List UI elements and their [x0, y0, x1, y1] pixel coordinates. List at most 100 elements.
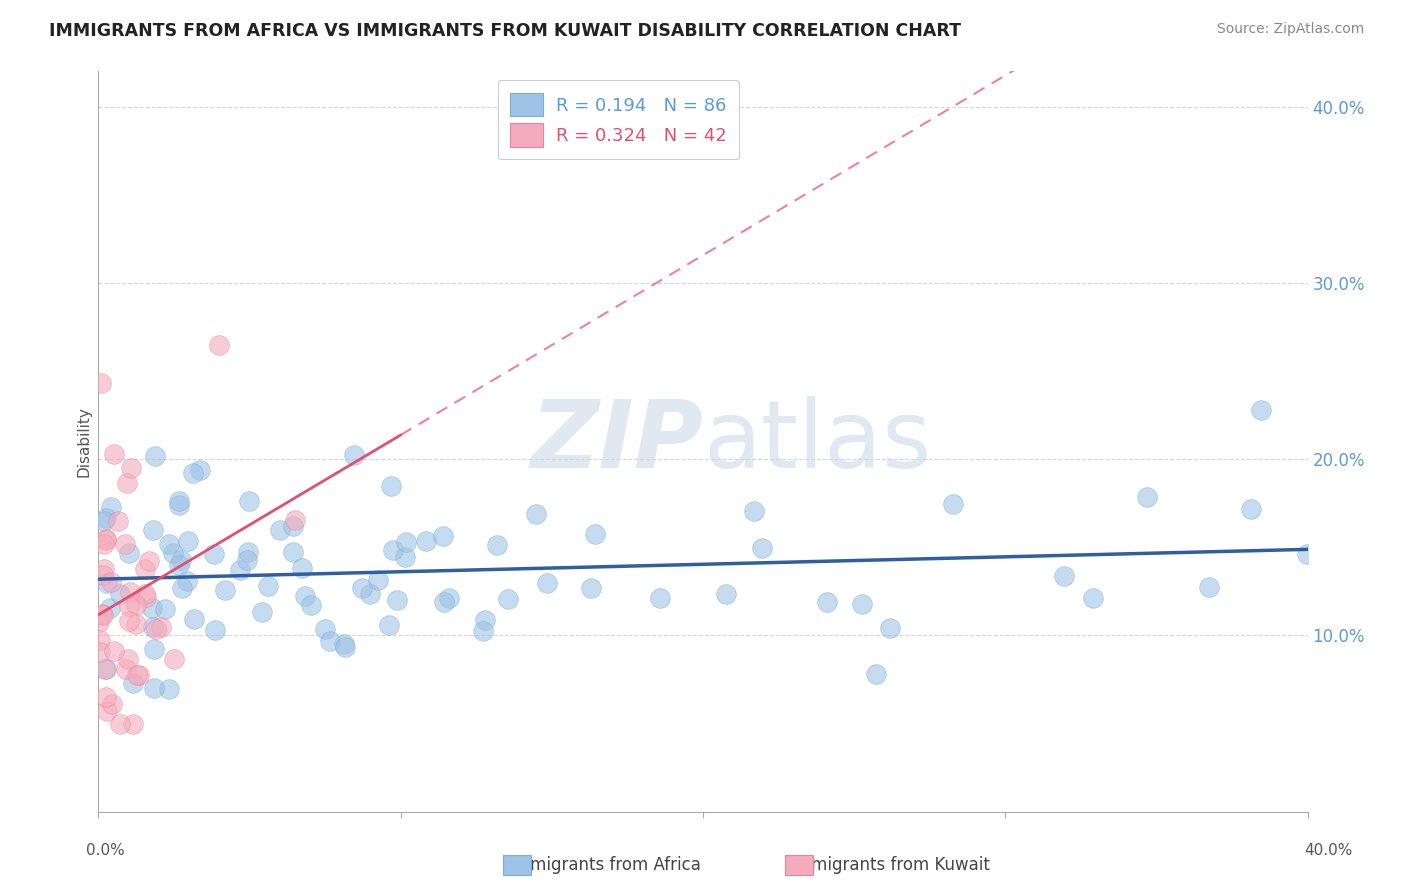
Text: 0.0%: 0.0% [86, 843, 125, 858]
Point [472, 624, 495, 638]
Point [299, 598, 322, 612]
Point [879, 621, 901, 635]
Point [395, 535, 418, 549]
Point [650, 591, 672, 605]
Point [714, 587, 737, 601]
Point [167, 494, 190, 508]
Point [236, 544, 259, 558]
Point [142, 523, 165, 537]
Point [183, 611, 205, 625]
Point [89, 633, 111, 648]
Y-axis label: Disability: Disability [76, 406, 91, 477]
Point [238, 494, 260, 508]
Point [579, 582, 602, 596]
Point [93, 537, 115, 551]
Point [157, 537, 180, 551]
Point [134, 586, 156, 600]
Point [94, 533, 117, 547]
Point [250, 605, 273, 619]
Point [177, 533, 200, 548]
Text: 40.0%: 40.0% [1305, 843, 1353, 858]
Point [1250, 403, 1272, 417]
Point [125, 598, 148, 612]
Point [125, 667, 148, 681]
Point [380, 479, 402, 493]
Point [134, 561, 156, 575]
Point [91, 568, 114, 582]
Point [294, 589, 316, 603]
Point [145, 622, 167, 636]
Point [851, 597, 873, 611]
Point [536, 576, 558, 591]
Point [394, 550, 416, 565]
Point [117, 475, 139, 490]
Point [942, 497, 965, 511]
Text: IMMIGRANTS FROM AFRICA VS IMMIGRANTS FROM KUWAIT DISABILITY CORRELATION CHART: IMMIGRANTS FROM AFRICA VS IMMIGRANTS FRO… [49, 22, 962, 40]
Point [1240, 501, 1263, 516]
Point [433, 595, 456, 609]
Point [89, 615, 111, 630]
Point [100, 574, 122, 589]
Point [382, 542, 405, 557]
Point [91, 607, 114, 622]
Point [89, 644, 111, 658]
Point [122, 676, 145, 690]
Point [291, 561, 314, 575]
Point [359, 587, 381, 601]
Point [170, 552, 193, 566]
Point [141, 601, 163, 615]
Point [142, 620, 165, 634]
Point [343, 448, 366, 462]
Point [208, 337, 231, 351]
Point [108, 587, 131, 601]
Point [367, 573, 389, 587]
Point [117, 651, 139, 665]
Point [143, 681, 166, 696]
Point [143, 449, 166, 463]
Point [1295, 548, 1317, 562]
Point [485, 538, 508, 552]
Point [114, 537, 136, 551]
Text: Immigrants from Kuwait: Immigrants from Kuwait [790, 856, 990, 874]
Legend: R = 0.194   N = 86, R = 0.324   N = 42: R = 0.194 N = 86, R = 0.324 N = 42 [498, 80, 740, 160]
Point [202, 547, 225, 561]
Point [751, 541, 773, 555]
Point [333, 640, 356, 654]
Point [153, 601, 176, 615]
Point [415, 534, 437, 549]
Point [120, 585, 142, 599]
Point [135, 590, 157, 604]
Point [183, 466, 205, 480]
Point [94, 662, 117, 676]
Point [281, 519, 304, 533]
Point [524, 507, 547, 521]
Point [1081, 591, 1104, 605]
Point [93, 607, 115, 622]
Point [281, 545, 304, 559]
Point [100, 500, 122, 515]
Point [94, 690, 117, 705]
Text: Immigrants from Africa: Immigrants from Africa [509, 856, 700, 874]
Point [269, 523, 291, 537]
Point [150, 620, 173, 634]
Point [98, 601, 121, 615]
Point [256, 579, 278, 593]
Point [188, 463, 211, 477]
Point [125, 617, 148, 632]
Point [103, 447, 125, 461]
Point [332, 637, 354, 651]
Point [120, 461, 142, 475]
Point [167, 558, 190, 573]
Point [118, 599, 141, 613]
Point [118, 545, 141, 559]
Point [387, 593, 409, 607]
Point [108, 716, 131, 731]
Point [378, 618, 401, 632]
Point [742, 503, 765, 517]
Point [498, 592, 520, 607]
Point [437, 591, 460, 606]
Point [1136, 491, 1159, 505]
Point [118, 614, 141, 628]
Point [157, 682, 180, 697]
Point [176, 574, 198, 588]
